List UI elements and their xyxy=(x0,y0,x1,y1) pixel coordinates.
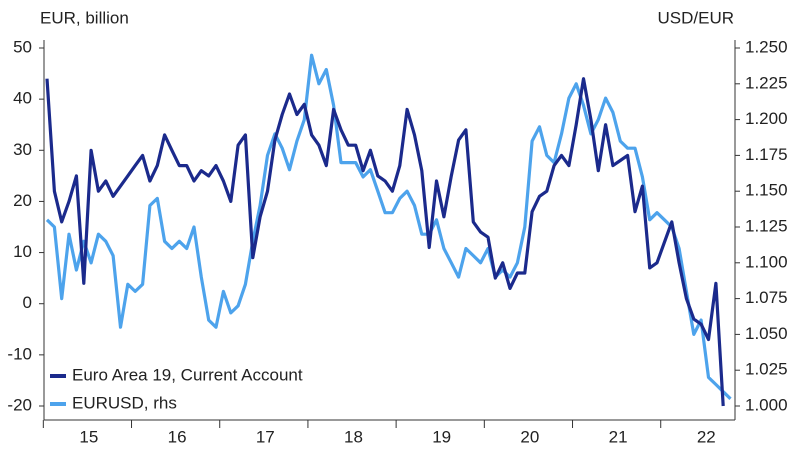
y2-tick-label: 1.050 xyxy=(745,324,788,343)
y2-tick-label: 1.075 xyxy=(745,288,788,307)
y2-tick-label: 1.200 xyxy=(745,109,788,128)
y-tick-label: 0 xyxy=(23,293,32,312)
x-tick-label: 21 xyxy=(609,427,628,446)
y-tick-label: 30 xyxy=(13,140,32,159)
y-tick-label: 40 xyxy=(13,89,32,108)
legend-label: EURUSD, rhs xyxy=(72,393,177,412)
x-tick-label: 22 xyxy=(697,427,716,446)
y2-tick-label: 1.125 xyxy=(745,216,788,235)
y2-tick-label: 1.100 xyxy=(745,252,788,271)
y-axis-label: EUR, billion xyxy=(40,8,129,27)
x-tick-label: 20 xyxy=(520,427,539,446)
y2-axis-label: USD/EUR xyxy=(657,8,734,27)
legend-label: Euro Area 19, Current Account xyxy=(72,365,303,384)
y-tick-label: -20 xyxy=(7,395,32,414)
y2-tick-label: 1.225 xyxy=(745,73,788,92)
x-tick-label: 15 xyxy=(79,427,98,446)
y-tick-label: -10 xyxy=(7,344,32,363)
y2-tick-label: 1.175 xyxy=(745,145,788,164)
y-tick-label: 20 xyxy=(13,191,32,210)
y-tick-label: 50 xyxy=(13,37,32,56)
y2-tick-label: 1.000 xyxy=(745,395,788,414)
y2-tick-label: 1.250 xyxy=(745,37,788,56)
x-tick-label: 19 xyxy=(432,427,451,446)
series-line xyxy=(45,53,732,400)
y2-tick-label: 1.025 xyxy=(745,360,788,379)
series-line xyxy=(45,77,725,407)
x-tick-label: 17 xyxy=(256,427,275,446)
x-tick-label: 16 xyxy=(168,427,187,446)
x-tick-label: 18 xyxy=(344,427,363,446)
y2-tick-label: 1.150 xyxy=(745,181,788,200)
y-tick-label: 10 xyxy=(13,242,32,261)
